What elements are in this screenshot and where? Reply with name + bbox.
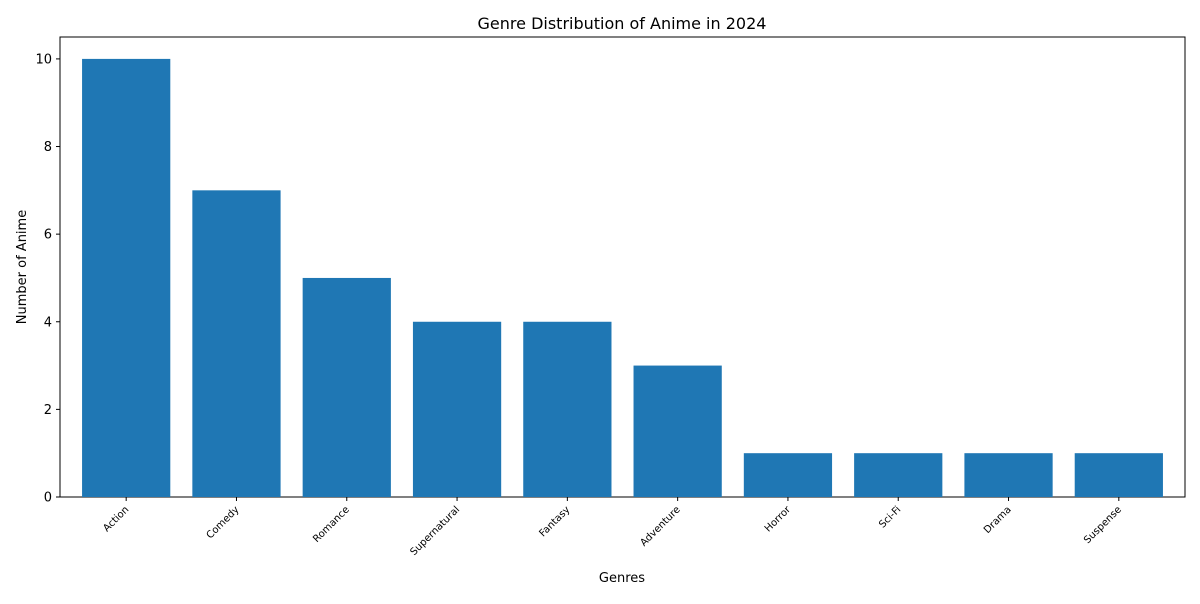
x-tick-label: Action [101, 504, 131, 534]
y-tick-label: 2 [44, 403, 52, 418]
bar-sci-fi [854, 453, 943, 497]
bar-fantasy [523, 321, 612, 497]
y-tick-label: 10 [35, 52, 52, 67]
y-tick-label: 4 [44, 315, 52, 330]
x-tick-label: Suspense [1082, 504, 1124, 546]
x-tick-label: Fantasy [537, 504, 572, 539]
y-tick-label: 0 [44, 491, 52, 506]
x-tick-label: Drama [982, 504, 1014, 536]
y-axis-label: Number of Anime [15, 210, 30, 324]
x-tick-label: Comedy [205, 504, 242, 541]
bar-comedy [192, 190, 281, 497]
bar-drama [964, 453, 1053, 497]
chart-title: Genre Distribution of Anime in 2024 [478, 14, 767, 33]
x-tick-label: Sci-Fi [877, 504, 903, 530]
bar-romance [302, 277, 391, 497]
bar-supernatural [412, 321, 502, 497]
x-tick-label: Romance [311, 504, 352, 545]
plot-area [59, 36, 1186, 498]
x-axis: Action Comedy Romance Supernatural Fantasy Ad… [101, 497, 1124, 558]
x-tick-label: Horror [763, 504, 794, 535]
bar-action [82, 58, 171, 498]
bars [82, 58, 1163, 498]
x-axis-label: Genres [599, 571, 645, 586]
y-tick-label: 8 [44, 140, 52, 155]
bar-horror [743, 453, 833, 497]
plot-frame [59, 36, 1186, 498]
x-tick-label: Supernatural [409, 504, 463, 558]
y-axis: 0 2 4 6 8 10 [35, 52, 60, 506]
bar-adventure [633, 365, 722, 497]
x-tick-label: Adventure [638, 504, 682, 548]
bar-suspense [1074, 453, 1163, 497]
y-tick-label: 6 [44, 228, 52, 243]
